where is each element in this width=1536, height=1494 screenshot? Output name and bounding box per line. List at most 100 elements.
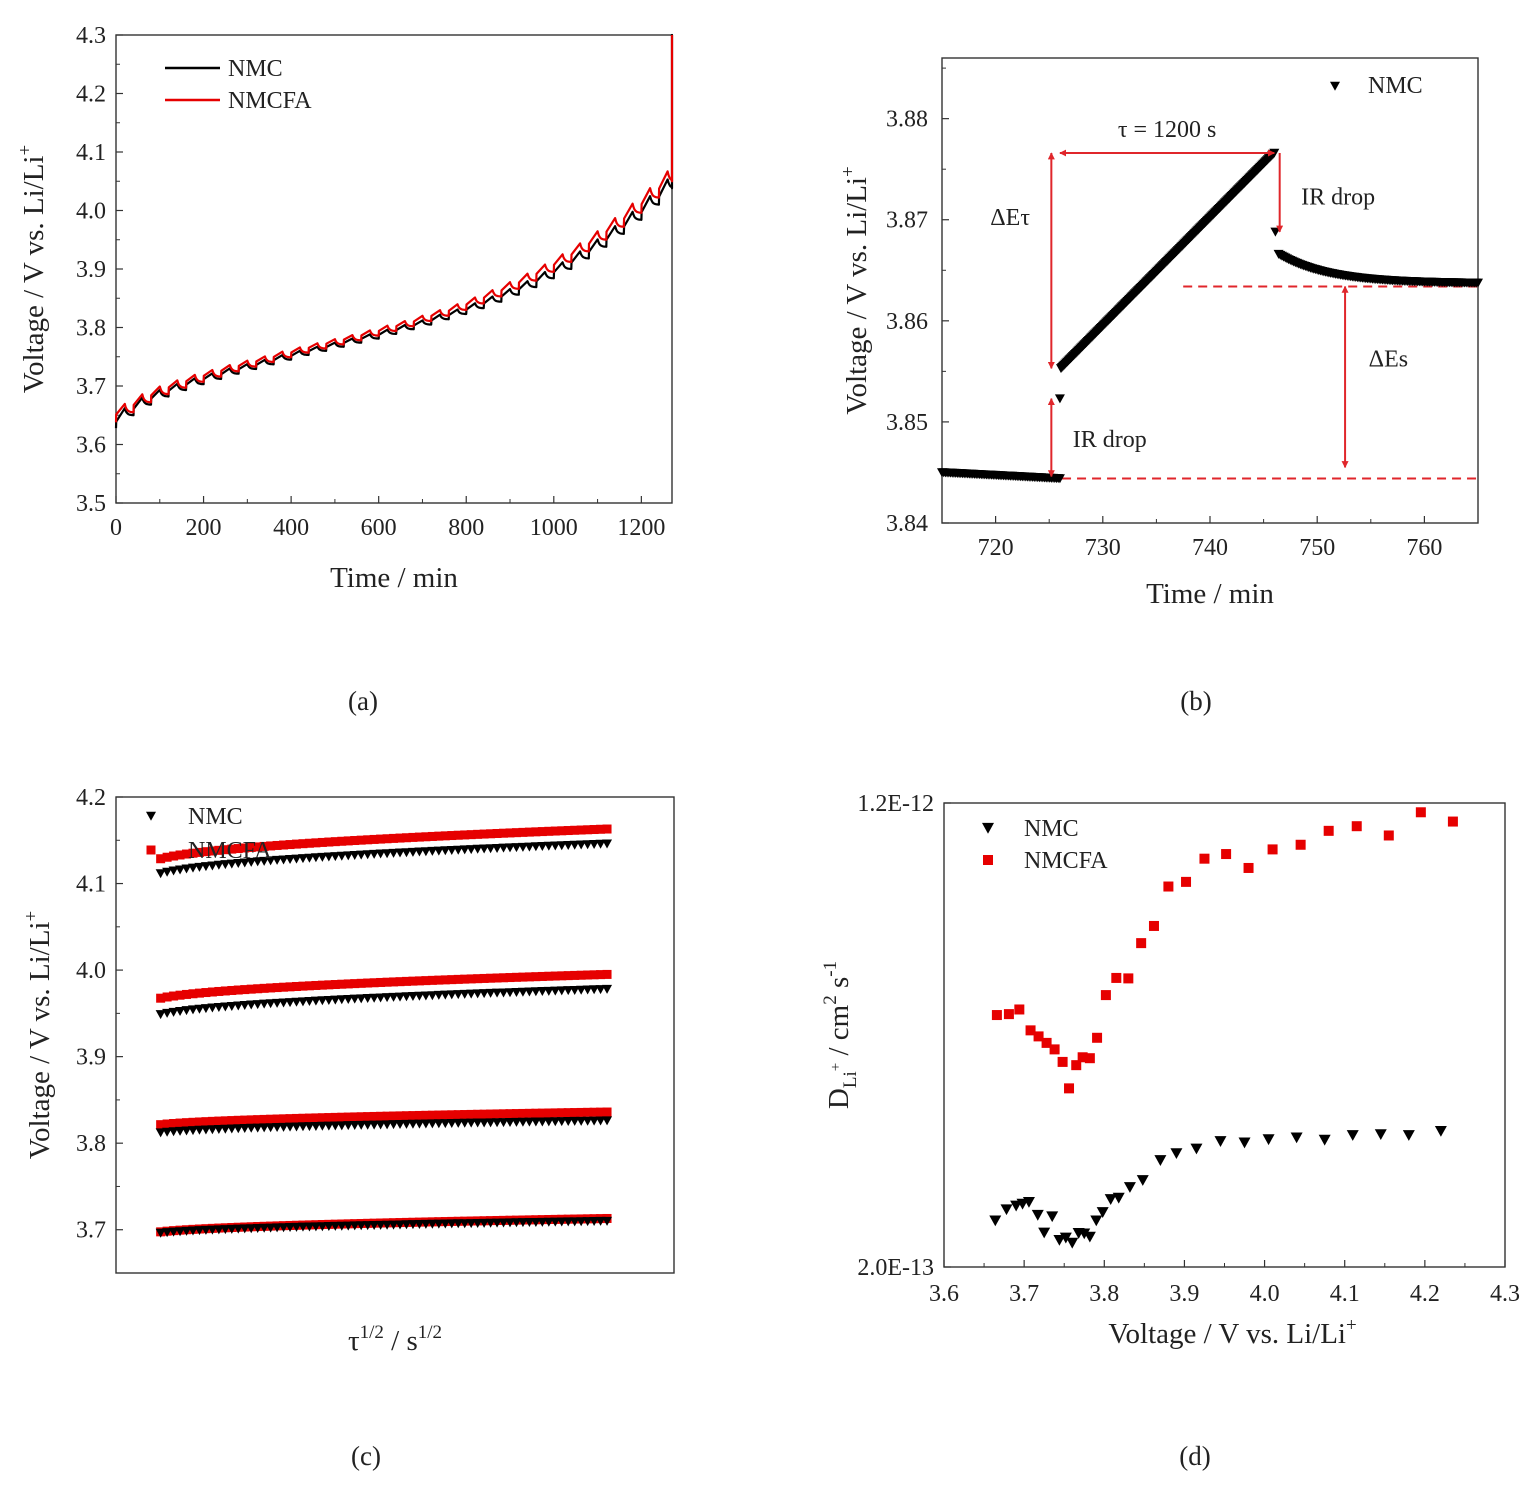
data-point-nmcfa (324, 980, 334, 990)
data-point-nmcfa (1383, 830, 1394, 841)
y-tick-label: 2.0E-13 (857, 1255, 934, 1281)
data-point-nmc (213, 1124, 224, 1134)
data-point-nmc (414, 1220, 425, 1230)
data-point-nmc (492, 1118, 503, 1128)
data-point-nmcfa (1111, 972, 1122, 983)
data-point-nmc (504, 988, 515, 998)
data-point-nmc (446, 990, 457, 1000)
data-point-nmc (530, 1117, 541, 1127)
data-point-nmc (576, 1217, 587, 1227)
data-point-nmc (589, 985, 600, 995)
data-point-nmcfa (427, 1110, 437, 1120)
data-point-nmc (155, 1228, 166, 1238)
y-tick-label: 3.8 (76, 316, 106, 342)
data-point-nmc (1238, 1137, 1251, 1149)
tau-label: τ = 1200 s (1118, 117, 1217, 143)
data-point-nmc (155, 1128, 166, 1138)
x-tick-label: 3.6 (929, 1281, 959, 1307)
data-point-nmc (446, 1119, 457, 1129)
data-point-nmcfa (466, 830, 476, 840)
data-point-nmcfa (194, 847, 204, 857)
data-point-nmcfa (369, 978, 379, 988)
data-point-nmc (524, 1218, 535, 1228)
data-point-nmc (194, 1125, 205, 1135)
data-point-nmc (310, 1121, 321, 1131)
data-point-nmcfa (991, 1010, 1002, 1021)
data-point-nmcfa (382, 834, 392, 844)
data-point-nmc (181, 1226, 192, 1236)
data-point-nmc (1054, 394, 1065, 404)
data-point-nmcfa (447, 831, 457, 841)
data-point-nmc (155, 1010, 166, 1020)
data-point-nmcfa (1041, 1037, 1052, 1048)
data-point-nmc (420, 991, 431, 1001)
data-point-nmc (304, 1222, 315, 1232)
data-point-nmcfa (214, 1116, 224, 1126)
data-point-nmc (226, 1224, 237, 1234)
data-point-nmc (595, 985, 606, 995)
data-point-nmcfa (563, 971, 573, 981)
data-point-nmcfa (589, 825, 599, 835)
data-point-nmcfa (214, 986, 224, 996)
data-point-nmcfa (557, 826, 567, 836)
data-point-nmc (407, 992, 418, 1002)
data-point-nmc (246, 1224, 257, 1234)
y-tick-label: 4.3 (76, 23, 106, 49)
data-point-nmcfa (1181, 876, 1192, 887)
data-point-nmc (563, 840, 574, 850)
legend-label-nmc: NMC (228, 56, 283, 82)
data-point-nmc (246, 1000, 257, 1010)
data-point-nmcfa (240, 1115, 250, 1125)
data-point-nmcfa (544, 1108, 554, 1118)
data-point-nmc (1434, 1125, 1447, 1137)
data-point-nmcfa (544, 971, 554, 981)
data-point-nmcfa (505, 973, 515, 983)
data-point-nmc (356, 1120, 367, 1130)
data-point-nmc (375, 849, 386, 859)
data-point-nmcfa (266, 983, 276, 993)
data-point-nmcfa (343, 979, 353, 989)
data-point-nmc (530, 987, 541, 997)
data-point-nmc (213, 1002, 224, 1012)
data-point-nmc (187, 1005, 198, 1015)
data-point-nmcfa (466, 974, 476, 984)
data-point-nmc (563, 986, 574, 996)
data-point-nmc (427, 1219, 438, 1229)
data-point-nmcfa (233, 844, 243, 854)
panel-label-d: (d) (1179, 1441, 1210, 1471)
data-point-nmc (537, 1117, 548, 1127)
ir-drop-bottom-label: IR drop (1073, 427, 1147, 453)
data-point-nmc (369, 849, 380, 859)
data-point-nmcfa (292, 981, 302, 991)
data-point-nmc (407, 1220, 418, 1230)
data-point-nmcfa (570, 970, 580, 980)
data-point-nmc (556, 841, 567, 851)
x-tick-label: 730 (1085, 535, 1121, 561)
legend-marker-nmcfa (983, 855, 993, 865)
data-point-nmc (194, 1004, 205, 1014)
x-tick-label: 760 (1406, 535, 1442, 561)
data-point-nmcfa (279, 982, 289, 992)
data-point-nmcfa (447, 975, 457, 985)
y-tick-label: 3.8 (76, 1131, 106, 1157)
data-point-nmcfa (570, 825, 580, 835)
data-point-nmc (323, 852, 334, 862)
data-point-nmcfa (434, 1110, 444, 1120)
data-point-nmcfa (1351, 821, 1362, 832)
data-point-nmcfa (350, 1112, 360, 1122)
data-point-nmc (162, 1008, 173, 1018)
data-point-nmc (252, 1000, 263, 1010)
data-point-nmcfa (518, 1108, 528, 1118)
data-point-nmc (388, 1220, 399, 1230)
data-point-nmc (220, 1124, 231, 1134)
data-point-nmcfa (162, 992, 172, 1002)
data-point-nmc (246, 857, 257, 867)
data-point-nmc (1473, 278, 1483, 288)
data-point-nmcfa (486, 1109, 496, 1119)
data-point-nmc (517, 1117, 528, 1127)
y-tick-label: 4.0 (76, 958, 106, 984)
data-point-nmcfa (408, 1111, 418, 1121)
data-point-nmcfa (596, 824, 606, 834)
data-point-nmcfa (427, 831, 437, 841)
